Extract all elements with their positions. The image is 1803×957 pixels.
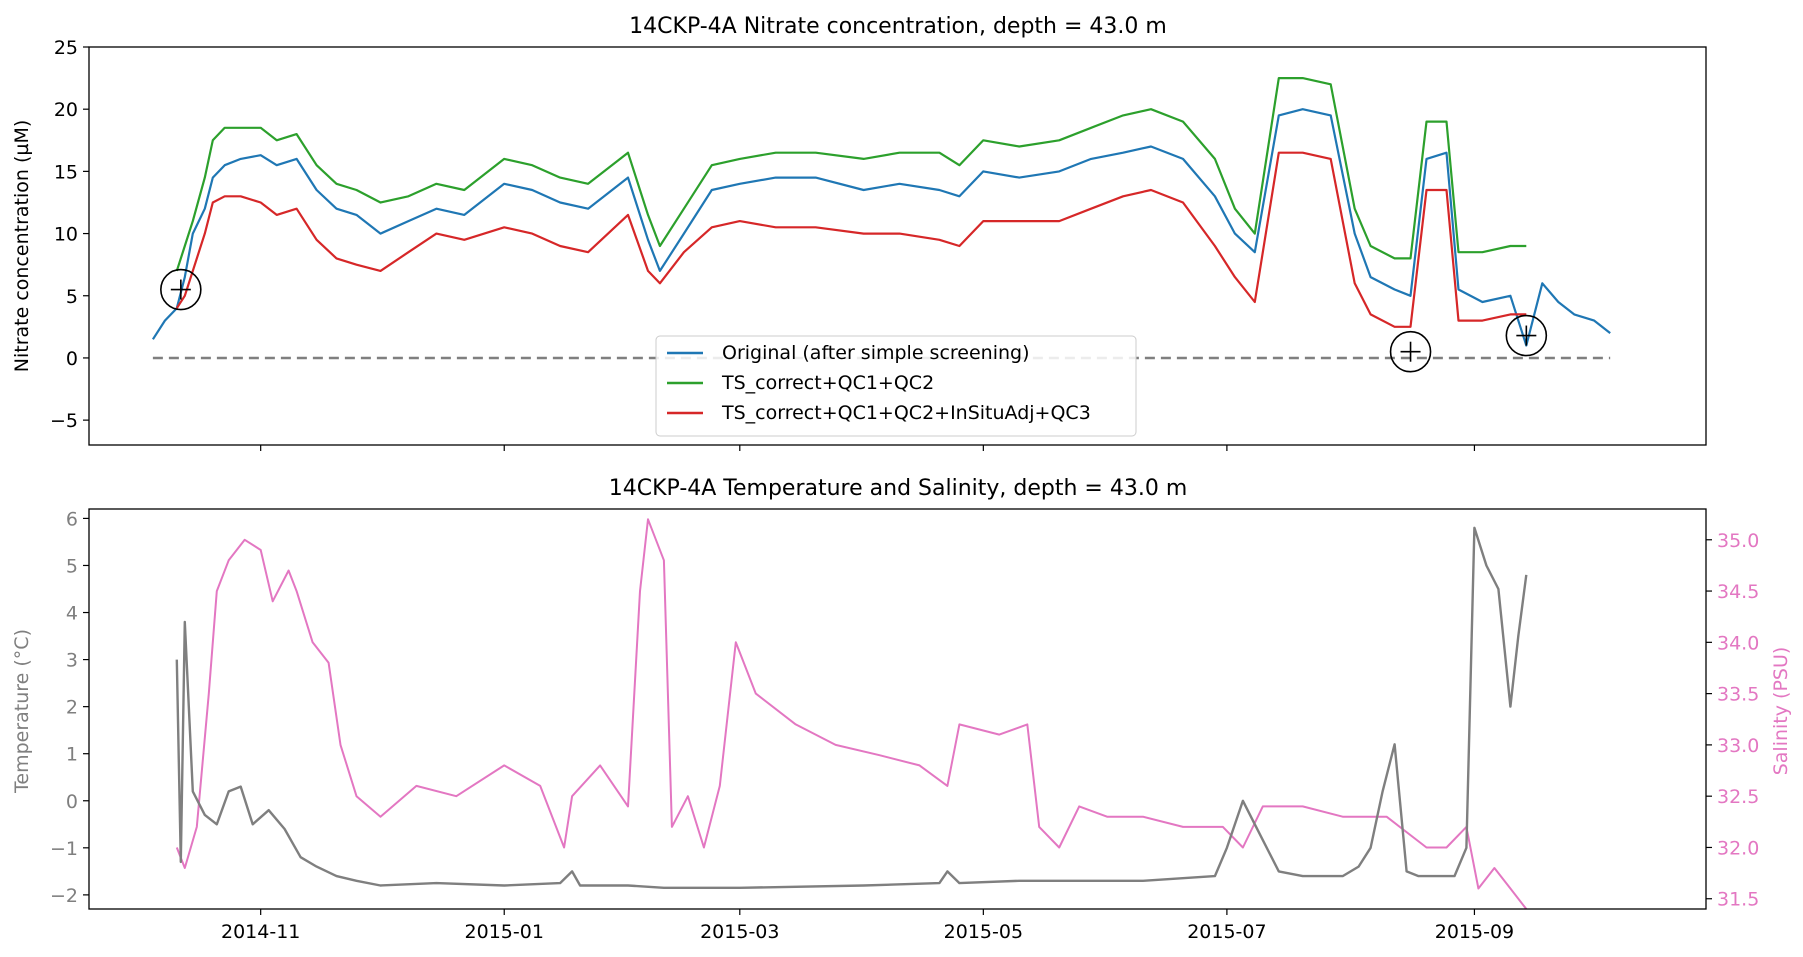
temp-salinity-plot-frame bbox=[88, 508, 1707, 910]
salinity-y-tick-label: 33.5 bbox=[1717, 684, 1759, 706]
legend-label-original: Original (after simple screening) bbox=[722, 342, 1030, 364]
nitrate-series-group bbox=[151, 76, 1611, 360]
legend-label-qc3: TS_correct+QC1+QC2+InSituAdj+QC3 bbox=[721, 402, 1091, 424]
nitrate-y-ticks: −5 0 5 10 15 20 25 bbox=[50, 37, 89, 432]
date-x-tick-label: 2014-11 bbox=[221, 921, 300, 943]
date-x-tick-label: 2015-09 bbox=[1435, 921, 1514, 943]
legend-box bbox=[655, 335, 1137, 437]
temperature-y-tick-label: 0 bbox=[66, 791, 78, 813]
temp-salinity-chart-title: 14CKP-4A Temperature and Salinity, depth… bbox=[609, 476, 1188, 501]
nitrate-panel: 14CKP-4A Nitrate concentration, depth = … bbox=[11, 14, 1707, 451]
nitrate-legend: Original (after simple screening) TS_cor… bbox=[655, 335, 1137, 437]
temperature-y-tick-label: 1 bbox=[66, 744, 78, 766]
nitrate-y-tick-label: 0 bbox=[66, 348, 78, 370]
temp-salinity-series-group bbox=[175, 518, 1528, 910]
temperature-y-tick-label: 3 bbox=[66, 650, 78, 672]
nitrate-x-ticks bbox=[260, 445, 1476, 451]
temperature-series-line bbox=[175, 526, 1528, 889]
temperature-y-axis-label: Temperature (°C) bbox=[11, 629, 33, 794]
temp-salinity-panel: 14CKP-4A Temperature and Salinity, depth… bbox=[11, 476, 1792, 943]
temperature-y-tick-label: −1 bbox=[50, 838, 78, 860]
date-x-ticks: 2014-11 2015-01 2015-03 2015-05 2015-07 2015-… bbox=[221, 909, 1514, 943]
salinity-y-tick-label: 31.5 bbox=[1717, 889, 1759, 911]
qc3-series-line bbox=[175, 151, 1527, 328]
original-series-line bbox=[151, 108, 1611, 347]
temperature-y-tick-label: −2 bbox=[50, 885, 78, 907]
nitrate-y-tick-label: 5 bbox=[66, 286, 78, 308]
date-x-tick-label: 2015-05 bbox=[944, 921, 1023, 943]
nitrate-y-tick-label: 10 bbox=[54, 224, 78, 246]
nitrate-y-tick-label: 20 bbox=[54, 99, 78, 121]
salinity-y-tick-label: 34.5 bbox=[1717, 581, 1759, 603]
circled-plus-marker-1 bbox=[160, 268, 202, 311]
salinity-y-tick-label: 32.5 bbox=[1717, 786, 1759, 808]
nitrate-markers-group bbox=[160, 268, 1548, 373]
salinity-y-tick-label: 34.0 bbox=[1717, 632, 1759, 654]
salinity-y-tick-label: 33.0 bbox=[1717, 735, 1759, 757]
salinity-y-tick-label: 32.0 bbox=[1717, 837, 1759, 859]
temperature-y-tick-label: 6 bbox=[66, 508, 78, 530]
temperature-y-tick-label: 2 bbox=[66, 697, 78, 719]
circled-plus-marker-3 bbox=[1505, 314, 1548, 357]
circled-plus-marker-2 bbox=[1389, 330, 1432, 373]
nitrate-chart-title: 14CKP-4A Nitrate concentration, depth = … bbox=[629, 14, 1167, 39]
temperature-y-ticks: −2 −1 0 1 2 3 4 5 6 bbox=[50, 508, 89, 907]
legend-label-qc12: TS_correct+QC1+QC2 bbox=[721, 372, 934, 394]
salinity-y-tick-label: 35.0 bbox=[1717, 530, 1759, 552]
date-x-tick-label: 2015-03 bbox=[700, 921, 779, 943]
temperature-y-tick-label: 4 bbox=[66, 603, 78, 625]
nitrate-y-tick-label: 15 bbox=[54, 161, 78, 183]
temperature-y-tick-label: 5 bbox=[66, 555, 78, 577]
nitrate-y-tick-label: 25 bbox=[54, 37, 78, 59]
salinity-y-ticks: 31.5 32.0 32.5 33.0 33.5 34.0 34.5 35.0 bbox=[1706, 530, 1759, 911]
nitrate-y-tick-label: −5 bbox=[50, 410, 78, 432]
date-x-tick-label: 2015-07 bbox=[1187, 921, 1266, 943]
date-x-tick-label: 2015-01 bbox=[465, 921, 544, 943]
salinity-series-line bbox=[175, 518, 1528, 910]
nitrate-plot-frame bbox=[88, 46, 1707, 446]
qc12-series-line bbox=[175, 76, 1527, 272]
salinity-y-axis-label: Salinity (PSU) bbox=[1770, 647, 1792, 776]
nitrate-y-axis-label: Nitrate concentration (µM) bbox=[11, 120, 33, 373]
